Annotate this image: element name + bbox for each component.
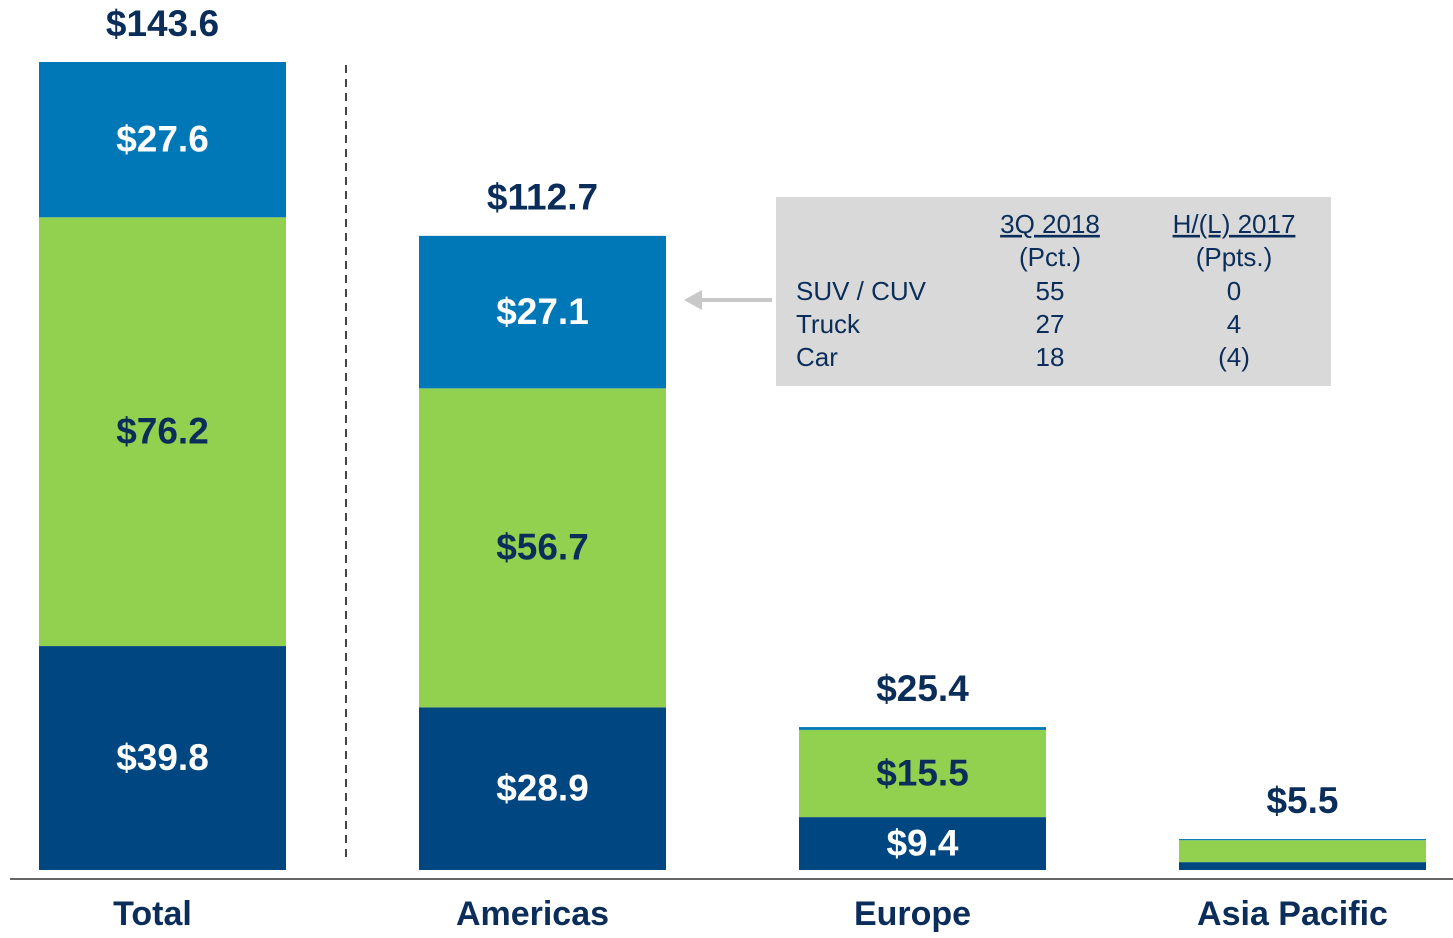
value-label: $27.6 — [116, 118, 209, 159]
value-label: $56.7 — [496, 527, 589, 568]
inset-header: H/(L) 2017 — [1173, 209, 1296, 239]
bar-segment — [419, 707, 666, 870]
inset-cell: (4) — [1218, 342, 1250, 372]
bar-segment — [799, 817, 1046, 870]
inset-row-label: Truck — [796, 309, 861, 339]
inset-cell: 4 — [1227, 309, 1241, 339]
inset-header: (Ppts.) — [1196, 242, 1273, 272]
value-label: $15.5 — [876, 752, 969, 793]
bar-segment — [799, 729, 1046, 818]
inset-arrowhead — [684, 290, 702, 310]
inset-header: (Pct.) — [1019, 242, 1081, 272]
inset-cell: 55 — [1036, 276, 1065, 306]
bar-segment — [1179, 840, 1426, 863]
inset-row-label: SUV / CUV — [796, 276, 927, 306]
x-tick-label: Total — [113, 895, 192, 933]
x-tick-label: Asia Pacific — [1197, 895, 1388, 933]
total-label: $143.6 — [106, 3, 219, 44]
value-label: $39.8 — [116, 737, 209, 778]
value-label: $27.1 — [496, 291, 589, 332]
bar-segment — [1179, 862, 1426, 870]
bar-segment — [1179, 839, 1426, 841]
inset-header: 3Q 2018 — [1000, 209, 1100, 239]
bar-segment — [799, 727, 1046, 730]
inset-row-label: Car — [796, 342, 838, 372]
value-label: $76.2 — [116, 410, 209, 451]
total-label: $112.7 — [487, 177, 598, 218]
bar-segment — [39, 646, 286, 870]
bar-segment — [419, 388, 666, 708]
total-label: $5.5 — [1266, 780, 1338, 821]
bar-segment — [39, 217, 286, 647]
bar-segment — [39, 62, 286, 218]
x-tick-label: Americas — [456, 895, 609, 933]
total-label: $25.4 — [876, 668, 969, 709]
inset-cell: 0 — [1227, 276, 1241, 306]
inset-box — [776, 197, 1331, 386]
bar-segment — [419, 235, 666, 389]
x-tick-label: Europe — [854, 895, 971, 933]
value-label: $9.4 — [886, 822, 958, 863]
inset-cell: 18 — [1036, 342, 1065, 372]
value-label: $28.9 — [496, 767, 589, 808]
inset-cell: 27 — [1036, 309, 1065, 339]
